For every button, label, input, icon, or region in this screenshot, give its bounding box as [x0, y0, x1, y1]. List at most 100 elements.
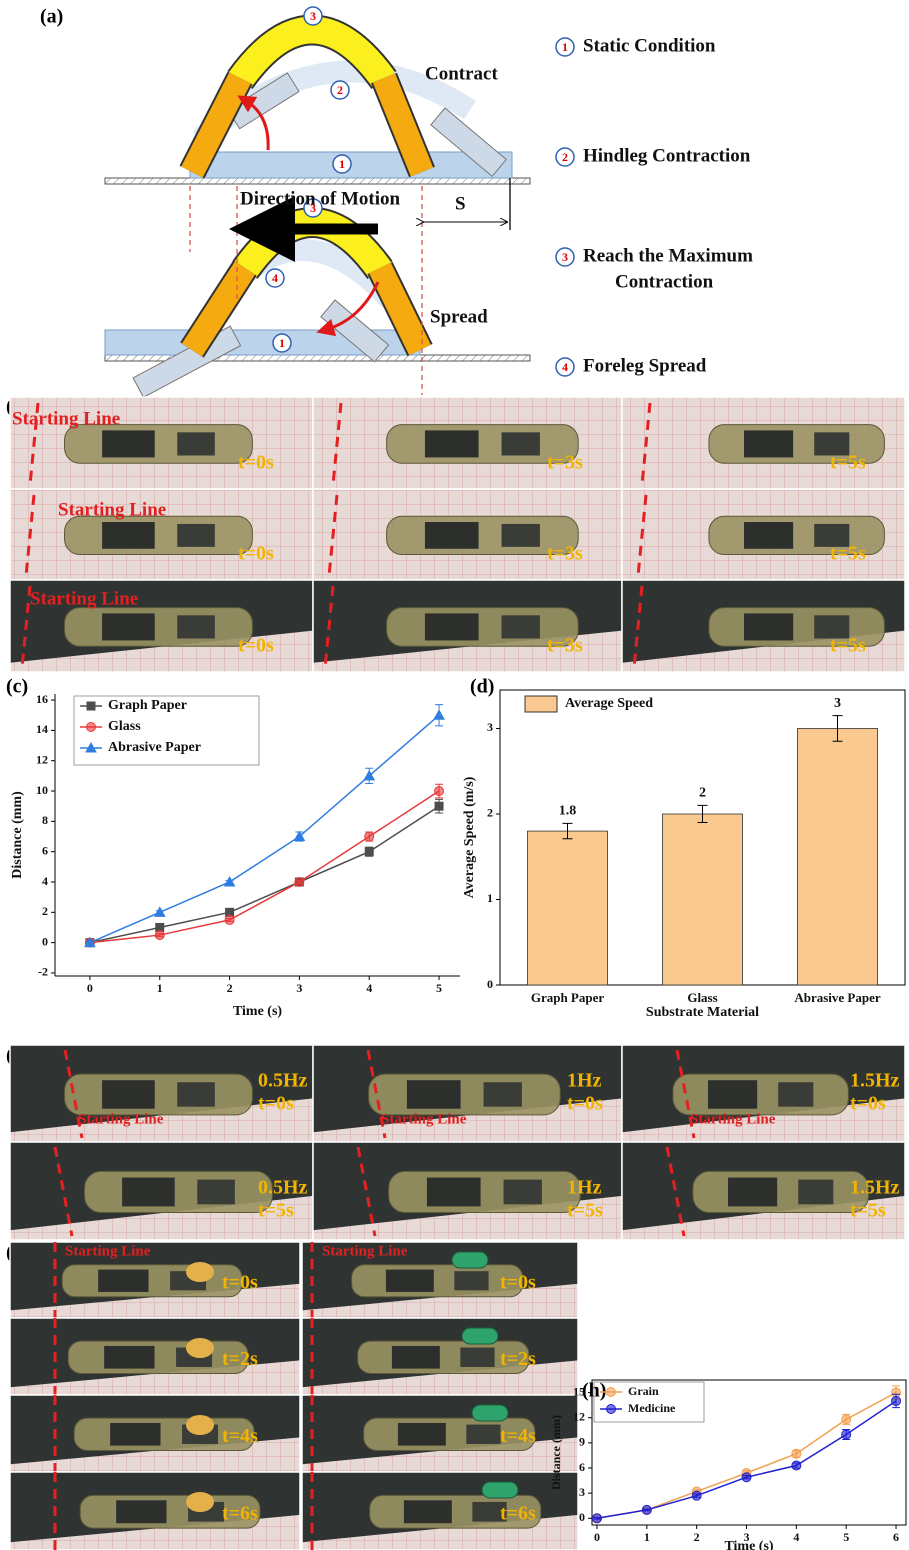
spread-label: Spread: [430, 306, 488, 327]
y-tick-label: 10: [36, 783, 48, 797]
time-label: t=6s: [222, 1502, 258, 1524]
photo: [622, 397, 905, 489]
robot: [65, 1074, 253, 1115]
grain: [186, 1262, 214, 1282]
data-point: [365, 848, 373, 856]
starting-line-label: Starting Line: [381, 1111, 467, 1127]
data-point: [742, 1473, 751, 1482]
coil: [454, 1271, 488, 1290]
time-label: t=3s: [547, 543, 583, 565]
y-tick-label: -2: [38, 965, 48, 979]
legend-text: Abrasive Paper: [108, 740, 201, 755]
step-number: 1: [562, 40, 568, 54]
robot: [673, 1074, 848, 1115]
y-tick-label: 8: [42, 813, 48, 827]
robot: [65, 516, 253, 554]
contract-label: Contract: [425, 63, 498, 84]
legend-text: Static Condition: [583, 35, 716, 56]
coil: [197, 1180, 235, 1205]
legend-text: Average Speed: [565, 696, 653, 711]
time-label: t=0s: [500, 1271, 536, 1293]
y-tick-label: 0: [487, 977, 493, 991]
legend-text: Grain: [628, 1384, 659, 1398]
starting-line-label: Starting Line: [65, 1243, 151, 1259]
step-number: 2: [337, 83, 343, 97]
y-tick-label: 6: [42, 843, 48, 857]
data-label: 3: [834, 696, 841, 711]
y-tick-label: 0: [42, 934, 48, 948]
photo: [622, 580, 905, 672]
data-point: [892, 1396, 901, 1405]
x-tick-label: 2: [227, 981, 233, 995]
time-label: t=5s: [830, 543, 866, 565]
coil: [177, 524, 215, 547]
x-tick-label: Glass: [687, 990, 717, 1005]
photo: [302, 1395, 578, 1472]
coil: [502, 524, 540, 547]
data-point: [842, 1415, 851, 1424]
capsule: [472, 1405, 508, 1421]
capsule: [452, 1252, 488, 1268]
frequency-label: 1Hz: [567, 1070, 602, 1092]
capsule: [482, 1482, 518, 1498]
coil: [466, 1425, 500, 1444]
coil: [504, 1180, 542, 1205]
time-label: t=4s: [222, 1425, 258, 1447]
coil: [116, 1500, 166, 1523]
x-tick-label: 4: [366, 981, 372, 995]
y-axis-title: Average Speed (m/s): [462, 776, 477, 898]
step-number: 1: [339, 157, 345, 171]
y-tick-label: 4: [42, 874, 48, 888]
coil: [102, 430, 155, 457]
y-tick-label: 0: [579, 1510, 585, 1524]
step-number: 3: [562, 250, 568, 264]
legend-text: Reach the Maximum: [583, 245, 753, 266]
time-label: t=5s: [567, 1200, 603, 1222]
data-point: [225, 877, 235, 886]
robot: [693, 1171, 868, 1212]
panel-label: (d): [470, 676, 494, 698]
step-number: 2: [562, 150, 568, 164]
starting-line-label: Starting Line: [78, 1111, 164, 1127]
coil: [407, 1080, 461, 1109]
coil: [425, 522, 479, 549]
data-point: [434, 710, 444, 719]
data-point: [642, 1505, 651, 1514]
photo: [313, 489, 622, 580]
coil: [744, 613, 793, 640]
data-point: [435, 787, 444, 796]
data-label: 1.8: [559, 804, 577, 819]
panel-label: (a): [40, 6, 63, 28]
coil: [502, 432, 540, 455]
coil: [484, 1082, 522, 1106]
coil: [102, 1080, 155, 1109]
x-tick-label: 1: [644, 1530, 650, 1544]
coil: [98, 1270, 148, 1292]
data-point: [155, 907, 165, 916]
y-tick-label: 12: [36, 752, 48, 766]
x-axis-title: Substrate Material: [646, 1005, 759, 1020]
starting-line-label: Starting Line: [58, 499, 166, 520]
data-point: [592, 1514, 601, 1523]
time-label: t=5s: [850, 1200, 886, 1222]
coil: [427, 1178, 481, 1207]
coil: [177, 432, 215, 455]
time-label: t=0s: [258, 1093, 294, 1115]
coil: [177, 1082, 215, 1106]
legend-text: Glass: [108, 719, 141, 734]
y-tick-label: 2: [42, 904, 48, 918]
data-point: [692, 1491, 701, 1500]
starting-line-label: Starting Line: [30, 588, 138, 609]
data-point: [792, 1461, 801, 1470]
time-label: t=0s: [222, 1271, 258, 1293]
time-label: t=5s: [830, 635, 866, 657]
coil: [102, 522, 155, 549]
frequency-label: 1Hz: [567, 1177, 602, 1199]
x-tick-label: Graph Paper: [531, 990, 605, 1005]
step-number: 3: [310, 9, 316, 23]
y-tick-label: 2: [487, 806, 493, 820]
starting-line-label: Starting Line: [690, 1111, 776, 1127]
data-point: [295, 878, 304, 887]
coil: [392, 1346, 440, 1369]
y-axis-title: Distance (mm): [10, 791, 25, 879]
